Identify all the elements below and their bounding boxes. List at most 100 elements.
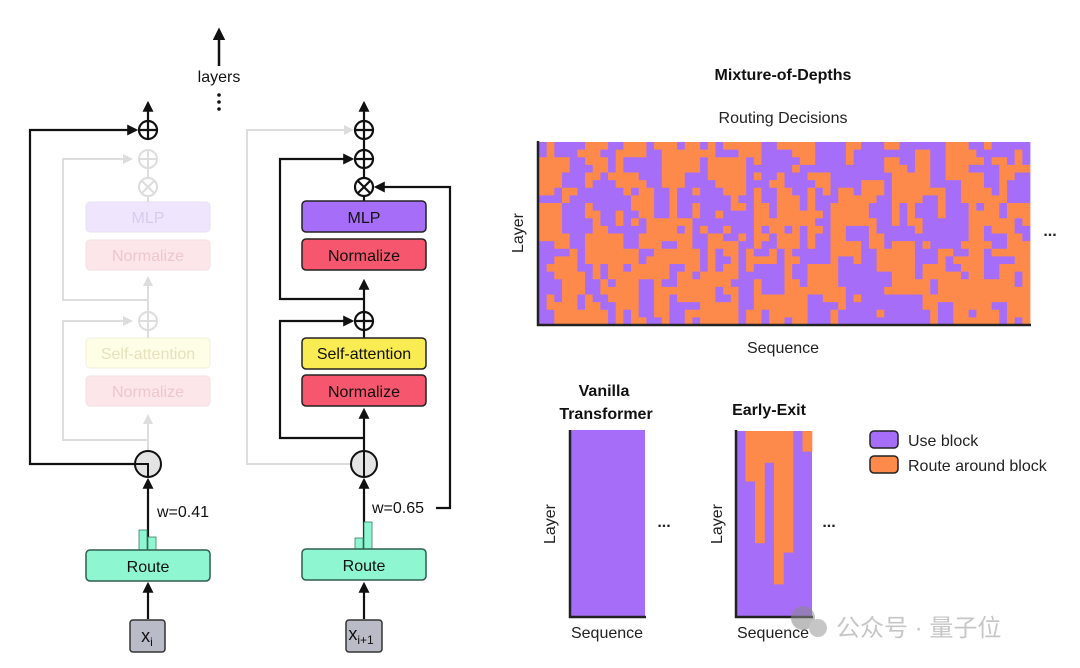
heatmap-cell (600, 279, 609, 288)
heatmap-cell (784, 294, 793, 303)
heatmap-cell (723, 279, 732, 288)
heatmap-cell (769, 187, 778, 196)
mlp-label: MLP (348, 210, 381, 227)
heatmap-cell (830, 172, 839, 181)
heatmap-cell (960, 286, 970, 295)
heatmap-cell (1014, 195, 1023, 204)
heatmap-cell (830, 309, 839, 318)
heatmap-cell (623, 142, 632, 151)
heatmap-cell (815, 256, 824, 265)
heatmap-cell (945, 157, 954, 166)
heatmap-cell (715, 149, 724, 158)
heatmap-cell (807, 203, 816, 212)
heatmap-cell (769, 264, 778, 273)
heatmap-cell (692, 149, 701, 158)
heatmap-cell (661, 203, 670, 212)
heatmap-cell (853, 218, 862, 227)
heatmap-cell (976, 195, 985, 204)
heatmap-cell (761, 294, 770, 303)
heatmap-cell (853, 264, 862, 273)
heatmap-cell (876, 256, 885, 265)
heatmap-cell (999, 241, 1008, 250)
early-exit-panel: Early-Exit Layer Sequence ... (709, 402, 836, 642)
heatmap-cell (914, 164, 923, 173)
heatmap-cell (876, 218, 885, 227)
heatmap-cell (976, 218, 985, 227)
heatmap-cell (945, 164, 954, 173)
heatmap-cell (792, 203, 801, 212)
heatmap-cell (600, 271, 609, 280)
heatmap-cell (999, 203, 1008, 212)
heatmap-cell (983, 256, 993, 265)
heatmap-cell (868, 218, 877, 227)
heatmap-cell (753, 210, 762, 219)
heatmap-cell (600, 302, 609, 311)
heatmap-cell (577, 157, 586, 166)
heatmap-cell (562, 195, 571, 204)
heatmap-cell (991, 233, 1000, 242)
heatmap-cell (960, 172, 970, 181)
heatmap-cell (861, 241, 870, 250)
heatmap-cell (999, 164, 1008, 173)
heatmap-cell (922, 271, 931, 280)
heatmap-cell (960, 309, 970, 318)
heatmap-cell (792, 294, 801, 303)
heatmap-cell (608, 218, 617, 227)
heatmap-cell (615, 294, 624, 303)
heatmap-cell (569, 203, 578, 212)
heatmap-cell (1006, 157, 1016, 166)
heatmap-cell (723, 317, 732, 326)
heatmap-cell (723, 302, 732, 311)
heatmap-cell (592, 225, 601, 234)
heatmap-cell (585, 256, 594, 265)
heatmap-cell (677, 149, 686, 158)
heatmap-cell (784, 248, 793, 257)
heatmap-cell (930, 225, 939, 234)
heatmap-cell (999, 309, 1008, 318)
heatmap-cell (960, 203, 970, 212)
heatmap-cell (976, 233, 985, 242)
heatmap-cell (968, 286, 977, 295)
heatmap-cell (991, 210, 1000, 219)
heatmap-cell (761, 241, 770, 250)
heatmap-cell (838, 195, 847, 204)
heatmap-cell (853, 142, 862, 151)
heatmap-cell (1006, 294, 1016, 303)
heatmap-cell (669, 164, 678, 173)
heatmap-cell (945, 172, 954, 181)
heatmap-cell (539, 172, 548, 181)
heatmap-cell (654, 180, 663, 189)
heatmap-cell (692, 309, 701, 318)
heatmap-cell (838, 187, 847, 196)
heatmap-cell (638, 302, 647, 311)
heatmap-cell (623, 203, 632, 212)
heatmap-cell (562, 256, 571, 265)
heatmap-cell (914, 218, 923, 227)
heatmap-cell (891, 302, 900, 311)
heatmap-cell (738, 187, 747, 196)
heatmap-cell (838, 286, 847, 295)
heatmap-cell (623, 157, 632, 166)
heatmap-cell (684, 279, 693, 288)
heatmap-cell (807, 157, 816, 166)
heatmap-cell (623, 317, 632, 326)
heatmap-cell (585, 264, 594, 273)
heatmap-cell (654, 309, 663, 318)
heatmap-cell (822, 149, 831, 158)
heatmap-cell (999, 187, 1008, 196)
router-weight: w=0.41 (156, 504, 209, 521)
heatmap-cell (968, 172, 977, 181)
early-exit-xlabel: Sequence (737, 625, 809, 642)
heatmap-cell (930, 195, 939, 204)
heatmap-cell (546, 294, 555, 303)
heatmap-cell (585, 180, 594, 189)
heatmap-cell (1006, 271, 1016, 280)
heatmap-cell (968, 149, 977, 158)
heatmap-cell (914, 225, 923, 234)
router-score-bar (363, 521, 373, 550)
heatmap-cell (845, 149, 854, 158)
heatmap-cell (876, 180, 885, 189)
heatmap-cell (646, 172, 655, 181)
heatmap-cell (769, 294, 778, 303)
heatmap-cell (937, 241, 947, 250)
